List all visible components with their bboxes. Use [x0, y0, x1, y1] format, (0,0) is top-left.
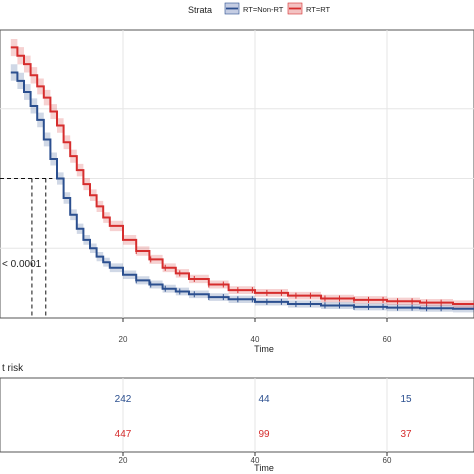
risk-table-x-axis-label: Time: [254, 463, 274, 473]
table-x-tick-label-40: 40: [251, 456, 260, 465]
plot-grid: [0, 30, 474, 318]
legend-label-non-rt: RT=Non-RT: [243, 5, 284, 14]
survival-curve-non-rt: [10, 71, 474, 310]
legend-label-rt: RT=RT: [306, 5, 331, 14]
plot-border: [0, 29, 474, 319]
risk-cell-rt-1: 447: [115, 429, 132, 440]
risk-cell-non-rt-2: 44: [258, 394, 270, 405]
survival-plot-panel: 20 40 60 Time < 0.0001: [0, 29, 474, 354]
x-tick-label-40: 40: [251, 335, 260, 344]
risk-table-x-axis: 20 40 60: [119, 452, 392, 465]
risk-cell-rt-3: 37: [400, 429, 412, 440]
risk-table-border: [0, 377, 474, 453]
x-tick-label-60: 60: [383, 335, 392, 344]
risk-cell-non-rt-3: 15: [400, 394, 412, 405]
risk-table: t risk 242 44 15 447 99 37 20 40 60 Time: [0, 363, 474, 473]
median-reference-lines: [0, 178, 53, 318]
plot-x-axis: 20 40 60: [119, 318, 392, 344]
risk-table-title: t risk: [2, 363, 24, 374]
legend-item-non-rt: RT=Non-RT: [224, 2, 284, 15]
p-value-annotation: < 0.0001: [2, 259, 42, 270]
survival-curves: [10, 39, 474, 313]
table-x-tick-label-60: 60: [383, 456, 392, 465]
risk-table-grid: [122, 378, 388, 452]
risk-cell-non-rt-1: 242: [115, 394, 132, 405]
plot-x-axis-label: Time: [254, 344, 274, 354]
table-x-tick-label-20: 20: [119, 456, 128, 465]
risk-cell-rt-2: 99: [258, 429, 270, 440]
x-tick-label-20: 20: [119, 335, 128, 344]
survival-curve-rt: [10, 46, 474, 306]
legend-item-rt: RT=RT: [287, 2, 331, 15]
legend-title: Strata: [188, 5, 212, 15]
legend: Strata RT=Non-RT RT=RT: [188, 2, 331, 15]
